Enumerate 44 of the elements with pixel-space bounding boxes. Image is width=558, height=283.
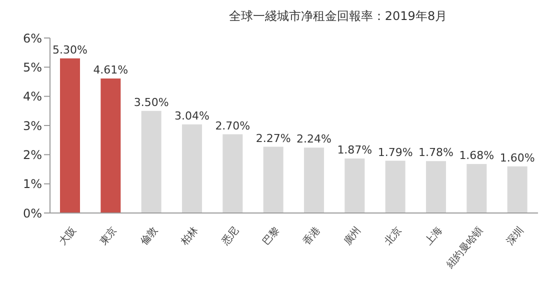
x-tick-label: 香港 bbox=[300, 224, 323, 248]
bar bbox=[385, 160, 406, 213]
data-label: 2.27% bbox=[256, 132, 291, 145]
bar bbox=[100, 78, 121, 213]
x-tick-label: 悉尼 bbox=[218, 224, 242, 248]
data-label: 3.04% bbox=[174, 109, 210, 122]
x-tick-label: 大阪 bbox=[56, 224, 79, 248]
data-label: 2.70% bbox=[215, 119, 250, 132]
bar bbox=[344, 158, 365, 213]
data-label: 1.78% bbox=[418, 146, 454, 160]
x-tick-label: 上海 bbox=[422, 224, 445, 248]
x-tick-label: 廣州 bbox=[341, 224, 364, 248]
data-label: 4.61% bbox=[93, 64, 128, 77]
bar bbox=[304, 148, 324, 213]
bar bbox=[263, 146, 284, 213]
x-tick-label: 巴黎 bbox=[260, 224, 282, 248]
bar bbox=[222, 134, 243, 213]
y-tick-label: 4% bbox=[22, 90, 42, 104]
data-label: 2.24% bbox=[296, 132, 332, 146]
y-tick-label: 6% bbox=[22, 31, 42, 46]
chart-title: 全球一綫城市净租金回報率：2019年8月 bbox=[228, 8, 448, 25]
bar bbox=[426, 161, 446, 213]
x-tick-label: 深圳 bbox=[504, 224, 526, 248]
bar bbox=[141, 110, 162, 213]
y-tick-label: 3% bbox=[22, 118, 42, 133]
data-label: 5.30% bbox=[52, 43, 88, 56]
y-tick-label: 0% bbox=[22, 206, 42, 220]
bar bbox=[60, 58, 80, 213]
data-label: 3.50% bbox=[134, 96, 169, 109]
x-tick-label: 北京 bbox=[382, 224, 404, 248]
x-tick-label: 紐約曼哈頓 bbox=[443, 224, 486, 272]
x-tick-label: 東京 bbox=[97, 224, 120, 248]
bar bbox=[466, 164, 487, 213]
y-tick-label: 5% bbox=[22, 60, 42, 74]
data-label: 1.60% bbox=[500, 151, 535, 164]
bar bbox=[182, 124, 202, 213]
data-label: 1.68% bbox=[459, 149, 494, 162]
y-tick-label: 1% bbox=[22, 177, 42, 192]
x-tick-label: 倫敦 bbox=[138, 224, 160, 248]
bar bbox=[507, 166, 528, 213]
x-tick-label: 柏林 bbox=[178, 224, 201, 248]
data-label: 1.87% bbox=[337, 143, 372, 156]
data-label: 1.79% bbox=[378, 146, 413, 159]
y-tick-label: 2% bbox=[22, 148, 42, 162]
